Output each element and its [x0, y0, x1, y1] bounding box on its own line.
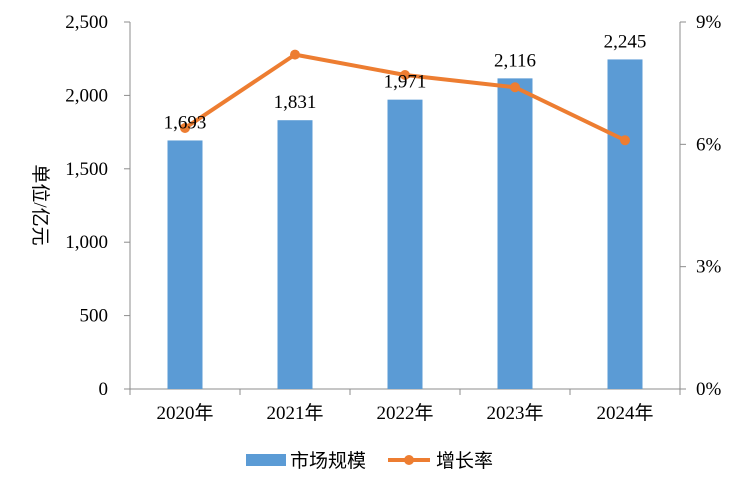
- y-left-tick-label: 0: [99, 379, 109, 400]
- y-left-tick-label: 2,500: [65, 12, 108, 33]
- legend-label-market-size: 市场规模: [290, 450, 366, 472]
- labels-layer: 1,693 1,831 1,971 2,116 2,245: [164, 31, 647, 133]
- bar-market-size: [387, 99, 423, 390]
- y-left-tick-label: 1,000: [65, 232, 108, 253]
- line-layer: [180, 49, 630, 146]
- y-right-tick-label: 6%: [696, 134, 722, 155]
- y-right-tick-label: 9%: [696, 12, 722, 33]
- y-left-tick-label: 1,500: [65, 159, 108, 180]
- legend-swatch-market-size: [246, 454, 286, 466]
- x-tick-label: 2021年: [266, 402, 323, 424]
- growth-rate-point: [180, 123, 190, 134]
- bar-data-label: 1,831: [274, 92, 317, 113]
- bar-market-size: [277, 120, 313, 389]
- x-tick-label: 2020年: [156, 402, 213, 424]
- bar-data-label: 1,971: [384, 72, 427, 93]
- bar-market-size: [497, 78, 533, 389]
- x-tick-label: 2022年: [376, 402, 433, 424]
- bar-data-label: 1,693: [164, 112, 207, 133]
- y-right-tick-label: 0%: [696, 379, 722, 400]
- x-tick-label: 2023年: [486, 402, 543, 424]
- y-left-tick-label: 2,000: [65, 85, 108, 106]
- legend-label-growth-rate: 增长率: [436, 450, 493, 472]
- growth-rate-point: [290, 49, 300, 60]
- bar-data-label: 2,116: [494, 50, 536, 71]
- growth-rate-point: [510, 82, 520, 93]
- y-left-tick-label: 500: [80, 306, 109, 327]
- y-right-tick-label: 3%: [696, 257, 722, 278]
- legend-swatch-growth-marker: [404, 455, 414, 465]
- y-axis-title: 单位/亿元: [29, 164, 51, 245]
- axes-layer: 0 500 1,000 1,500 2,000 2,500 0% 3% 6% 9% 2020年 202…: [29, 12, 722, 424]
- bars-layer: [167, 59, 643, 390]
- bar-market-size: [607, 59, 643, 390]
- x-tick-label: 2024年: [596, 402, 653, 424]
- growth-rate-point: [620, 135, 630, 146]
- bar-data-label: 2,245: [604, 31, 647, 52]
- bar-market-size: [167, 140, 203, 389]
- legend: 市场规模 增长率: [246, 450, 493, 472]
- growth-rate-point: [400, 70, 410, 81]
